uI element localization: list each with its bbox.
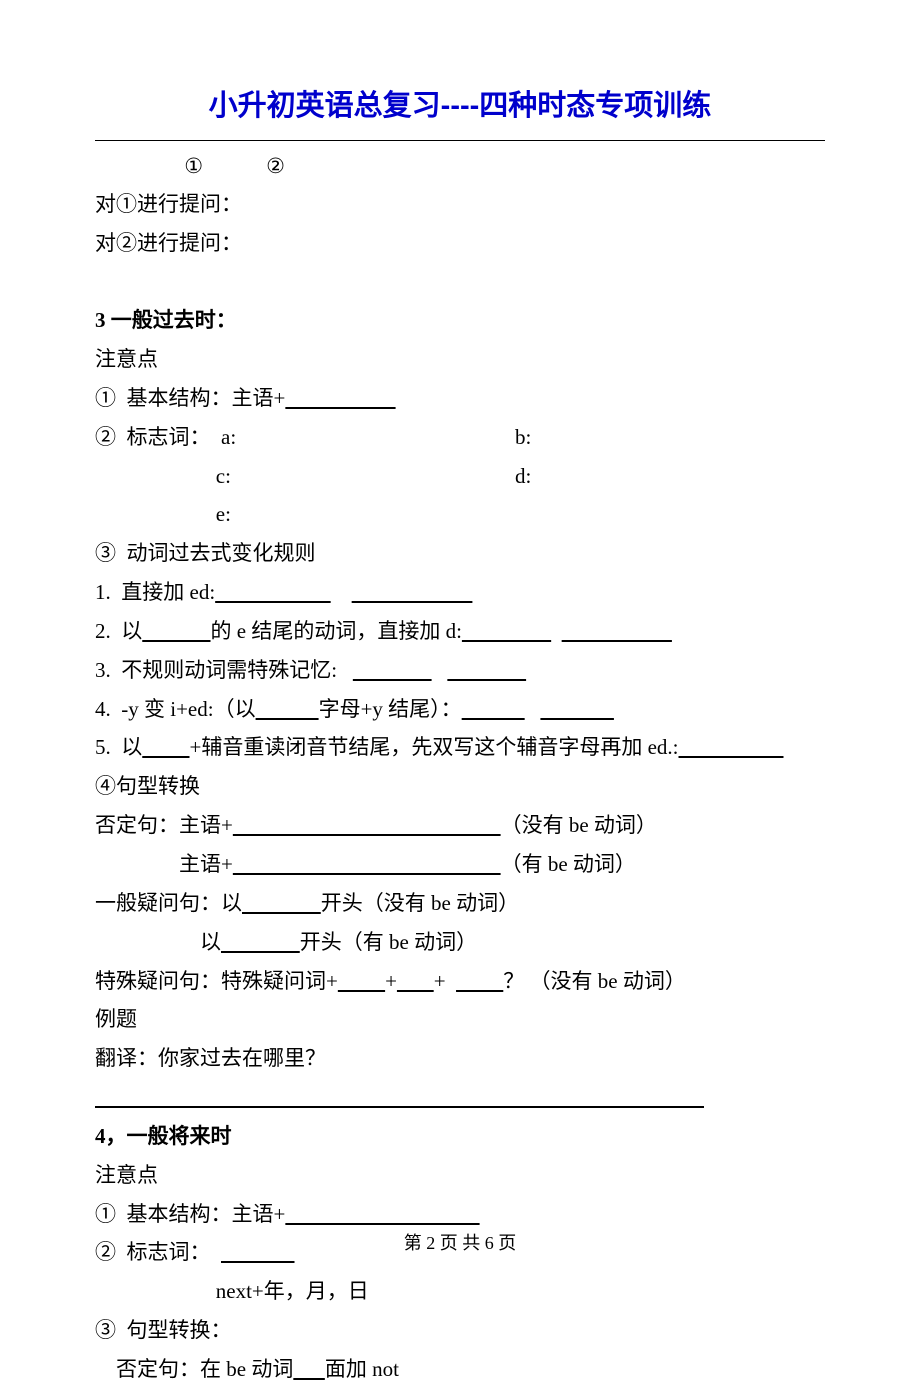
question-2-label: 对②进行提问： [95, 224, 825, 263]
section-4-heading: 4，一般将来时 [95, 1117, 825, 1156]
blank [233, 813, 501, 837]
blank [95, 1085, 704, 1109]
blank [462, 619, 551, 643]
question-1-label: 对①进行提问： [95, 185, 825, 224]
sec4-line-2b: next+年，月，日 [95, 1272, 825, 1311]
blank [242, 891, 321, 915]
marker-c: c: [95, 457, 515, 496]
blank [256, 697, 319, 721]
text: 开头（有 be 动词） [300, 930, 477, 954]
blank [462, 697, 525, 721]
text: （没有 be 动词） [501, 813, 657, 837]
blank [215, 580, 331, 604]
text: +辅音重读闭音节结尾，先双写这个辅音字母再加 ed.: [190, 735, 679, 759]
text: 一般疑问句：以 [95, 891, 242, 915]
divider [95, 140, 825, 141]
rule-2: 2. 以 的 e 结尾的动词，直接加 d: [95, 612, 825, 651]
notes-label-2: 注意点 [95, 1156, 825, 1195]
blank [679, 735, 784, 759]
page-number: 第 2 页 共 6 页 [0, 1227, 920, 1260]
blank [221, 930, 300, 954]
blank [352, 580, 473, 604]
marker-a: ② 标志词： a: [95, 418, 515, 457]
blank [353, 658, 432, 682]
text: 4. -y 变 i+ed:（以 [95, 697, 256, 721]
text: ① 基本结构：主语+ [95, 386, 285, 410]
rule-3: 3. 不规则动词需特殊记忆: [95, 651, 825, 690]
text: 以 [95, 930, 221, 954]
sec3-line-2a: ② 标志词： a: b: [95, 418, 825, 457]
general-q-1: 一般疑问句：以 开头（没有 be 动词） [95, 884, 825, 923]
rule-1: 1. 直接加 ed: [95, 573, 825, 612]
notes-label: 注意点 [95, 340, 825, 379]
text: 面加 not [325, 1357, 399, 1381]
negative-2: 主语+ （有 be 动词） [95, 845, 825, 884]
blank [233, 852, 501, 876]
sec3-line-2c: e: [95, 495, 825, 534]
blank [142, 735, 189, 759]
blank [285, 1202, 479, 1226]
spacer [551, 619, 562, 643]
markers-row: ① ② [95, 147, 825, 186]
answer-line [95, 1078, 825, 1117]
sec4-line-3: ③ 句型转换： [95, 1311, 825, 1350]
rule-5: 5. 以 +辅音重读闭音节结尾，先双写这个辅音字母再加 ed.: [95, 728, 825, 767]
blank [293, 1357, 325, 1381]
sec3-line-2b: c: d: [95, 457, 825, 496]
section-3-heading: 3 一般过去时： [95, 301, 825, 340]
blank [285, 386, 395, 410]
text: ① 基本结构：主语+ [95, 1202, 285, 1226]
example-label: 例题 [95, 1000, 825, 1039]
text: + [434, 969, 456, 993]
text: 否定句：主语+ [95, 813, 233, 837]
spacer [331, 580, 352, 604]
special-q: 特殊疑问句：特殊疑问词+ + + ？ （没有 be 动词） [95, 962, 825, 1001]
text: 否定句：在 be 动词 [95, 1357, 293, 1381]
text: （有 be 动词） [501, 852, 636, 876]
blank [447, 658, 526, 682]
text: + [385, 969, 397, 993]
text: 3. 不规则动词需特殊记忆: [95, 658, 353, 682]
text: 1. 直接加 ed: [95, 580, 215, 604]
blank [456, 969, 503, 993]
negative-1: 否定句：主语+ （没有 be 动词） [95, 806, 825, 845]
blank [540, 697, 614, 721]
general-q-2: 以 开头（有 be 动词） [95, 923, 825, 962]
text: 开头（没有 be 动词） [321, 891, 519, 915]
page-title: 小升初英语总复习----四种时态专项训练 [95, 80, 825, 134]
text: 特殊疑问句：特殊疑问词+ [95, 969, 338, 993]
translation-prompt: 翻译：你家过去在哪里？ [95, 1039, 825, 1078]
spacer [432, 658, 448, 682]
text: 的 e 结尾的动词，直接加 d: [211, 619, 462, 643]
text: ？ （没有 be 动词） [503, 969, 686, 993]
rule-4: 4. -y 变 i+ed:（以 字母+y 结尾）： [95, 690, 825, 729]
text: 5. 以 [95, 735, 142, 759]
marker-d: d: [515, 457, 825, 496]
sentence-transform-heading: ④句型转换 [95, 767, 825, 806]
text: 2. 以 [95, 619, 142, 643]
blank [338, 969, 385, 993]
text: 字母+y 结尾）： [319, 697, 462, 721]
spacer [525, 697, 541, 721]
blank [397, 969, 434, 993]
blank [562, 619, 672, 643]
marker-b: b: [515, 418, 825, 457]
sec3-line-3: ③ 动词过去式变化规则 [95, 534, 825, 573]
sec4-line-4: 否定句：在 be 动词 面加 not [95, 1350, 825, 1389]
sec3-line-1: ① 基本结构：主语+ [95, 379, 825, 418]
blank [142, 619, 210, 643]
text: 主语+ [95, 852, 233, 876]
